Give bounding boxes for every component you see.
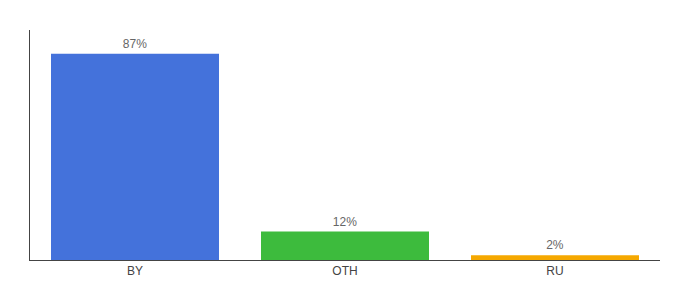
svg-text:2%: 2% — [546, 238, 564, 252]
svg-text:RU: RU — [546, 264, 563, 278]
svg-text:87%: 87% — [123, 37, 147, 51]
svg-text:OTH: OTH — [332, 264, 357, 278]
svg-text:12%: 12% — [333, 215, 357, 229]
svg-text:BY: BY — [127, 264, 143, 278]
